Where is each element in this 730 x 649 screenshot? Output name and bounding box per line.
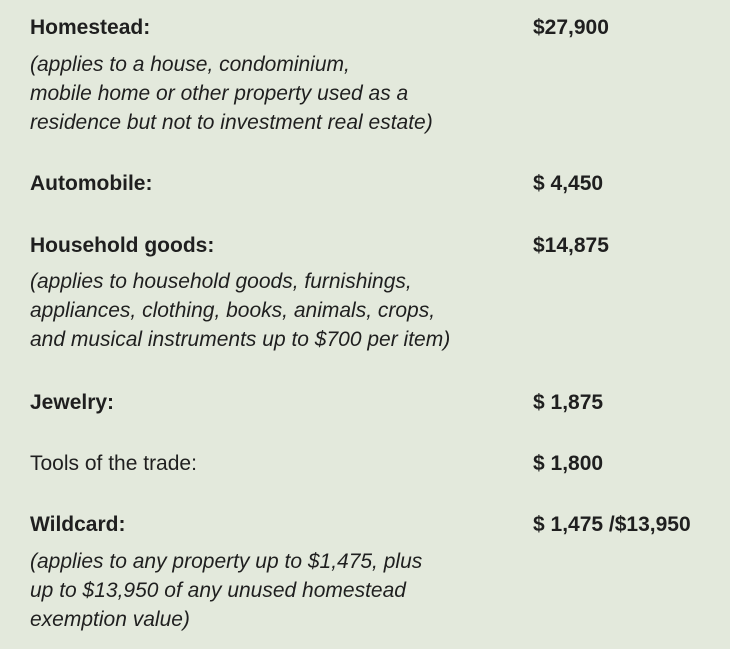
- exemption-label: Wildcard:: [30, 513, 126, 536]
- note-line: appliances, clothing, books, animals, cr…: [30, 299, 436, 322]
- exemption-value: $ 1,875: [533, 391, 604, 414]
- exemption-note: (applies to a house, condominium, mobile…: [30, 50, 530, 137]
- exemption-value: $14,875: [533, 234, 609, 257]
- note-line: (applies to a house, condominium,: [30, 53, 350, 76]
- note-line: (applies to any property up to $1,475, p…: [30, 550, 423, 573]
- note-line: residence but not to investment real est…: [30, 111, 433, 134]
- exemption-label: Automobile:: [30, 172, 153, 195]
- note-line: exemption value): [30, 608, 190, 631]
- exemption-value: $ 1,800: [533, 452, 604, 475]
- exemption-label: Tools of the trade:: [30, 452, 197, 475]
- exemption-label: Household goods:: [30, 234, 215, 257]
- note-line: (applies to household goods, furnishings…: [30, 270, 412, 293]
- exemption-note: (applies to household goods, furnishings…: [30, 267, 530, 354]
- exemption-label: Jewelry:: [30, 391, 115, 414]
- exemption-value: $27,900: [533, 16, 609, 39]
- exemption-value: $ 1,475 /$13,950: [533, 513, 691, 536]
- note-line: mobile home or other property used as a: [30, 82, 409, 105]
- exemption-label: Homestead:: [30, 16, 151, 39]
- note-line: up to $13,950 of any unused homestead: [30, 579, 406, 602]
- exemption-note: (applies to any property up to $1,475, p…: [30, 547, 530, 634]
- exemption-value: $ 4,450: [533, 172, 604, 195]
- note-line: and musical instruments up to $700 per i…: [30, 328, 451, 351]
